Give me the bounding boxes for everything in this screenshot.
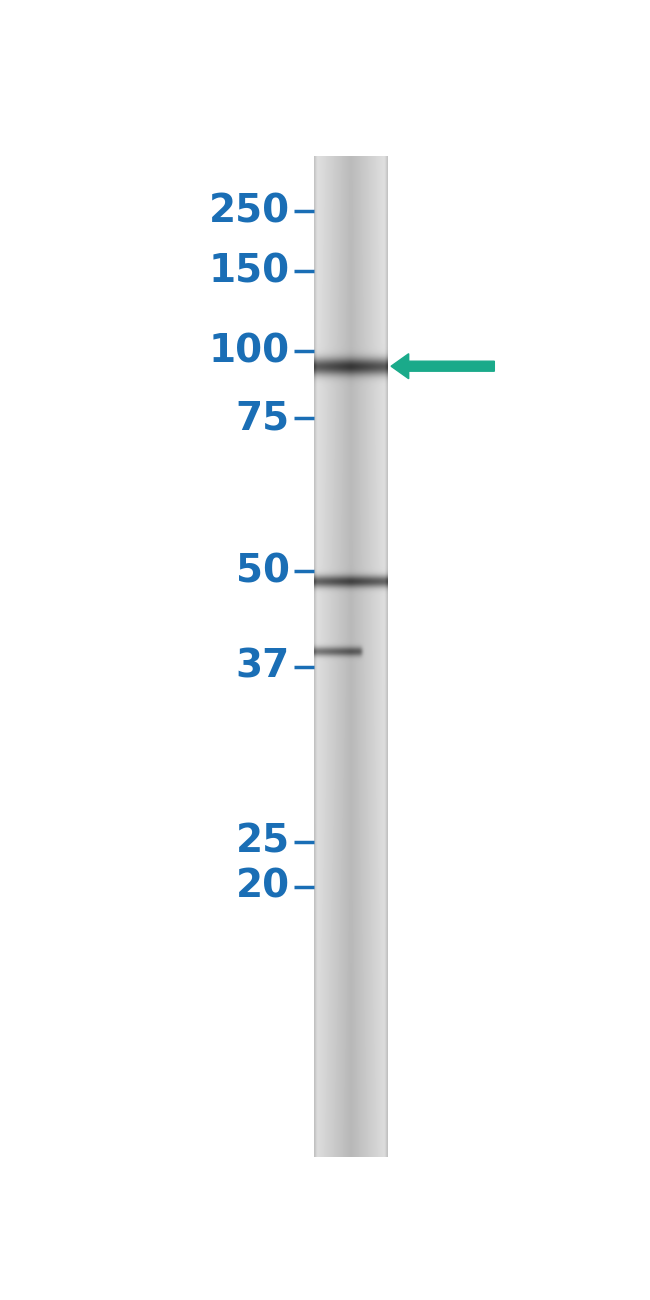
Text: 20: 20: [236, 867, 290, 906]
Text: 37: 37: [235, 647, 290, 685]
Text: 100: 100: [209, 333, 290, 370]
FancyArrow shape: [391, 354, 494, 378]
Text: 75: 75: [236, 399, 290, 437]
Text: 50: 50: [236, 552, 290, 590]
Text: 25: 25: [236, 823, 290, 861]
Text: 250: 250: [209, 192, 290, 230]
Text: 150: 150: [209, 252, 290, 290]
